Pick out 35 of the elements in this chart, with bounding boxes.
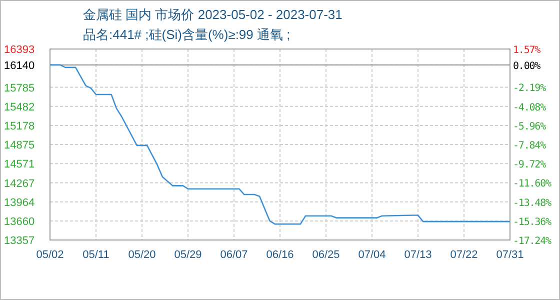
- y-tick-label: 13964: [4, 196, 35, 209]
- y-tick-label: 14875: [4, 140, 35, 152]
- y-tick-label: 15482: [4, 101, 35, 114]
- y2-tick-label: -17.24%: [513, 236, 552, 247]
- x-tick-label: 07/31: [496, 249, 524, 261]
- y-tick-label: 14571: [4, 158, 35, 171]
- y-tick-label: 16140: [4, 60, 35, 72]
- x-tick-label: 06/25: [312, 249, 340, 261]
- x-tick-label: 05/11: [82, 249, 110, 261]
- y-tick-label: 16393: [4, 44, 35, 56]
- x-tick-label: 07/04: [358, 249, 386, 261]
- y2-tick-label: -2.19%: [513, 83, 546, 94]
- y-tick-label: 13357: [4, 235, 35, 247]
- y2-tick-label: 0.00%: [513, 60, 541, 72]
- chart-subtitle: 品名:441# ;硅(Si)含量(%)≥:99 通氧 ;: [83, 27, 290, 42]
- y2-tick-label: -11.60%: [513, 178, 552, 190]
- y-tick-label: 14267: [4, 178, 35, 190]
- x-tick-label: 05/20: [128, 249, 156, 261]
- y2-tick-label: -7.84%: [513, 140, 546, 152]
- x-tick-label: 05/29: [174, 249, 202, 261]
- y-tick-label: 13660: [4, 216, 35, 228]
- y-tick-label: 15785: [4, 82, 35, 94]
- chart-title: 金属硅 国内 市场价 2023-05-02 - 2023-07-31: [83, 7, 342, 22]
- y2-tick-label: -9.72%: [513, 160, 546, 171]
- y-tick-label: 15178: [4, 120, 35, 132]
- y2-tick-label: -5.96%: [513, 121, 546, 132]
- y2-tick-label: 1.57%: [513, 45, 541, 56]
- x-tick-label: 06/07: [220, 249, 248, 261]
- y2-tick-label: -4.08%: [513, 102, 546, 114]
- y2-tick-label: -13.48%: [513, 198, 552, 209]
- x-tick-label: 05/02: [36, 249, 64, 261]
- x-tick-label: 06/16: [266, 249, 294, 261]
- x-tick-label: 07/13: [404, 249, 432, 261]
- y2-tick-label: -15.36%: [513, 216, 552, 228]
- x-tick-label: 07/22: [450, 249, 478, 261]
